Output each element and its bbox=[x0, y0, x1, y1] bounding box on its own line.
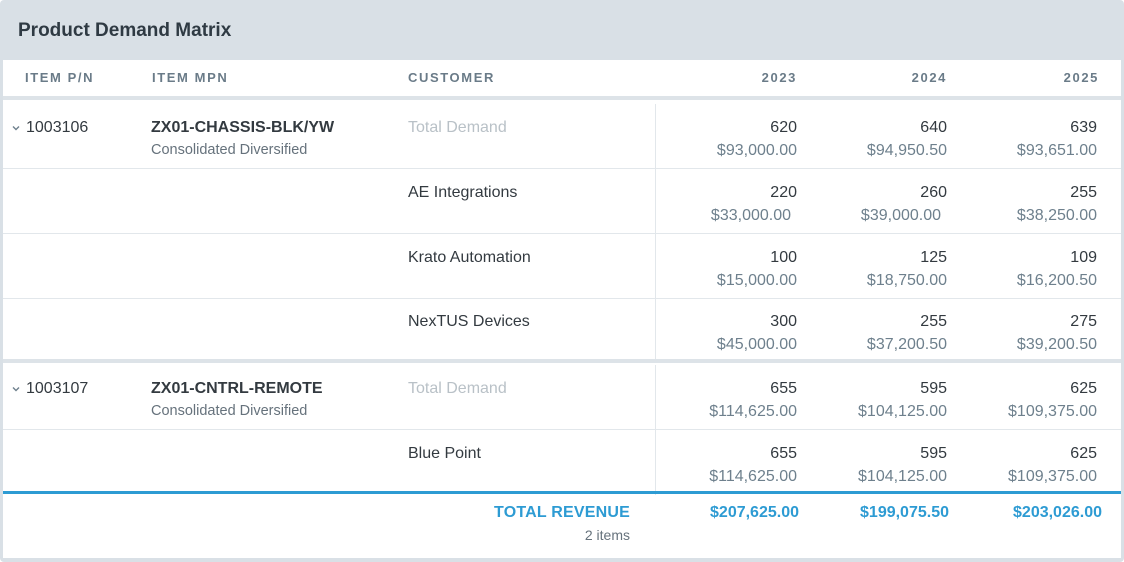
amount-2023: $114,625.00 bbox=[709, 468, 797, 485]
chevron-down-icon[interactable] bbox=[11, 123, 21, 133]
qty-2024: 595 bbox=[920, 445, 947, 462]
qty-2024: 260 bbox=[920, 184, 947, 201]
column-header-item-mpn[interactable]: ITEM MPN bbox=[152, 70, 229, 85]
qty-2024: 255 bbox=[920, 313, 947, 330]
customer-name: AE Integrations bbox=[408, 184, 518, 201]
amount-2025: $39,200.50 bbox=[1016, 336, 1097, 353]
qty-2023: 620 bbox=[770, 119, 797, 136]
item-mpn: ZX01-CHASSIS-BLK/YW bbox=[151, 119, 335, 136]
amount-2023: $15,000.00 bbox=[716, 272, 797, 289]
amount-2025: $93,651.00 bbox=[1016, 142, 1097, 159]
item-owner: Consolidated Diversified bbox=[151, 403, 308, 419]
qty-2023: 300 bbox=[770, 313, 797, 330]
qty-2023: 220 bbox=[770, 184, 797, 201]
item-owner: Consolidated Diversified bbox=[151, 142, 308, 158]
amount-2024: $94,950.50 bbox=[866, 142, 947, 159]
qty-2024: 595 bbox=[920, 380, 947, 397]
column-header-2023[interactable]: 2023 bbox=[761, 70, 797, 85]
item-pn: 1003107 bbox=[26, 380, 89, 397]
qty-2024: 640 bbox=[920, 119, 947, 136]
table-row: Blue Point 655 $114,625.00 595 $104,125.… bbox=[3, 430, 1121, 495]
qty-2023: 100 bbox=[770, 249, 797, 266]
qty-2025: 625 bbox=[1070, 380, 1097, 397]
amount-2024: $39,000.00 bbox=[860, 207, 941, 224]
column-header-item-pn[interactable]: ITEM P/N bbox=[25, 70, 95, 85]
column-header-customer[interactable]: CUSTOMER bbox=[408, 70, 495, 85]
customer-name: Total Demand bbox=[408, 380, 507, 397]
amount-2024: $18,750.00 bbox=[866, 272, 947, 289]
total-revenue-label: TOTAL REVENUE bbox=[494, 504, 630, 521]
column-divider bbox=[655, 365, 656, 429]
column-header-2025[interactable]: 2025 bbox=[1063, 70, 1099, 85]
amount-2023: $93,000.00 bbox=[716, 142, 797, 159]
amount-2024: $104,125.00 bbox=[858, 403, 947, 420]
qty-2023: 655 bbox=[770, 380, 797, 397]
amount-2024: $104,125.00 bbox=[858, 468, 947, 485]
chevron-down-icon[interactable] bbox=[11, 384, 21, 394]
qty-2025: 625 bbox=[1070, 445, 1097, 462]
total-2023: $207,625.00 bbox=[710, 504, 799, 521]
qty-2025: 109 bbox=[1070, 249, 1097, 266]
qty-2025: 639 bbox=[1070, 119, 1097, 136]
amount-2024: $37,200.50 bbox=[866, 336, 947, 353]
panel-title: Product Demand Matrix bbox=[18, 20, 232, 41]
qty-2025: 255 bbox=[1070, 184, 1097, 201]
column-divider bbox=[655, 234, 656, 298]
table-row: 1003107 ZX01-CNTRL-REMOTE Consolidated D… bbox=[3, 365, 1121, 430]
table-row: Krato Automation 100 $15,000.00 125 $18,… bbox=[3, 234, 1121, 299]
amount-2025: $109,375.00 bbox=[1008, 403, 1097, 420]
table-header: ITEM P/N ITEM MPN CUSTOMER 2023 2024 202… bbox=[3, 60, 1121, 100]
column-divider bbox=[655, 169, 656, 233]
total-revenue-row: TOTAL REVENUE 2 items $207,625.00 $199,0… bbox=[3, 491, 1121, 558]
column-header-2024[interactable]: 2024 bbox=[911, 70, 947, 85]
column-divider bbox=[655, 430, 656, 495]
customer-name: Blue Point bbox=[408, 445, 481, 462]
column-divider bbox=[655, 104, 656, 168]
qty-2024: 125 bbox=[920, 249, 947, 266]
customer-name: NexTUS Devices bbox=[408, 313, 530, 330]
amount-2025: $16,200.50 bbox=[1016, 272, 1097, 289]
table-row: AE Integrations 220 $33,000.00 260 $39,0… bbox=[3, 169, 1121, 234]
item-count: 2 items bbox=[584, 527, 630, 543]
customer-name: Krato Automation bbox=[408, 249, 531, 266]
table-row: NexTUS Devices 300 $45,000.00 255 $37,20… bbox=[3, 298, 1121, 363]
item-mpn: ZX01-CNTRL-REMOTE bbox=[151, 380, 323, 397]
amount-2025: $38,250.00 bbox=[1016, 207, 1097, 224]
amount-2023: $33,000.00 bbox=[710, 207, 791, 224]
amount-2023: $114,625.00 bbox=[709, 403, 797, 420]
total-2024: $199,075.50 bbox=[860, 504, 949, 521]
amount-2023: $45,000.00 bbox=[716, 336, 797, 353]
amount-2025: $109,375.00 bbox=[1008, 468, 1097, 485]
table-row: 1003106 ZX01-CHASSIS-BLK/YW Consolidated… bbox=[3, 104, 1121, 169]
demand-table: ITEM P/N ITEM MPN CUSTOMER 2023 2024 202… bbox=[3, 60, 1121, 558]
qty-2023: 655 bbox=[770, 445, 797, 462]
qty-2025: 275 bbox=[1070, 313, 1097, 330]
column-divider bbox=[655, 298, 656, 359]
customer-name: Total Demand bbox=[408, 119, 507, 136]
item-pn: 1003106 bbox=[26, 119, 89, 136]
total-2025: $203,026.00 bbox=[1013, 504, 1102, 521]
